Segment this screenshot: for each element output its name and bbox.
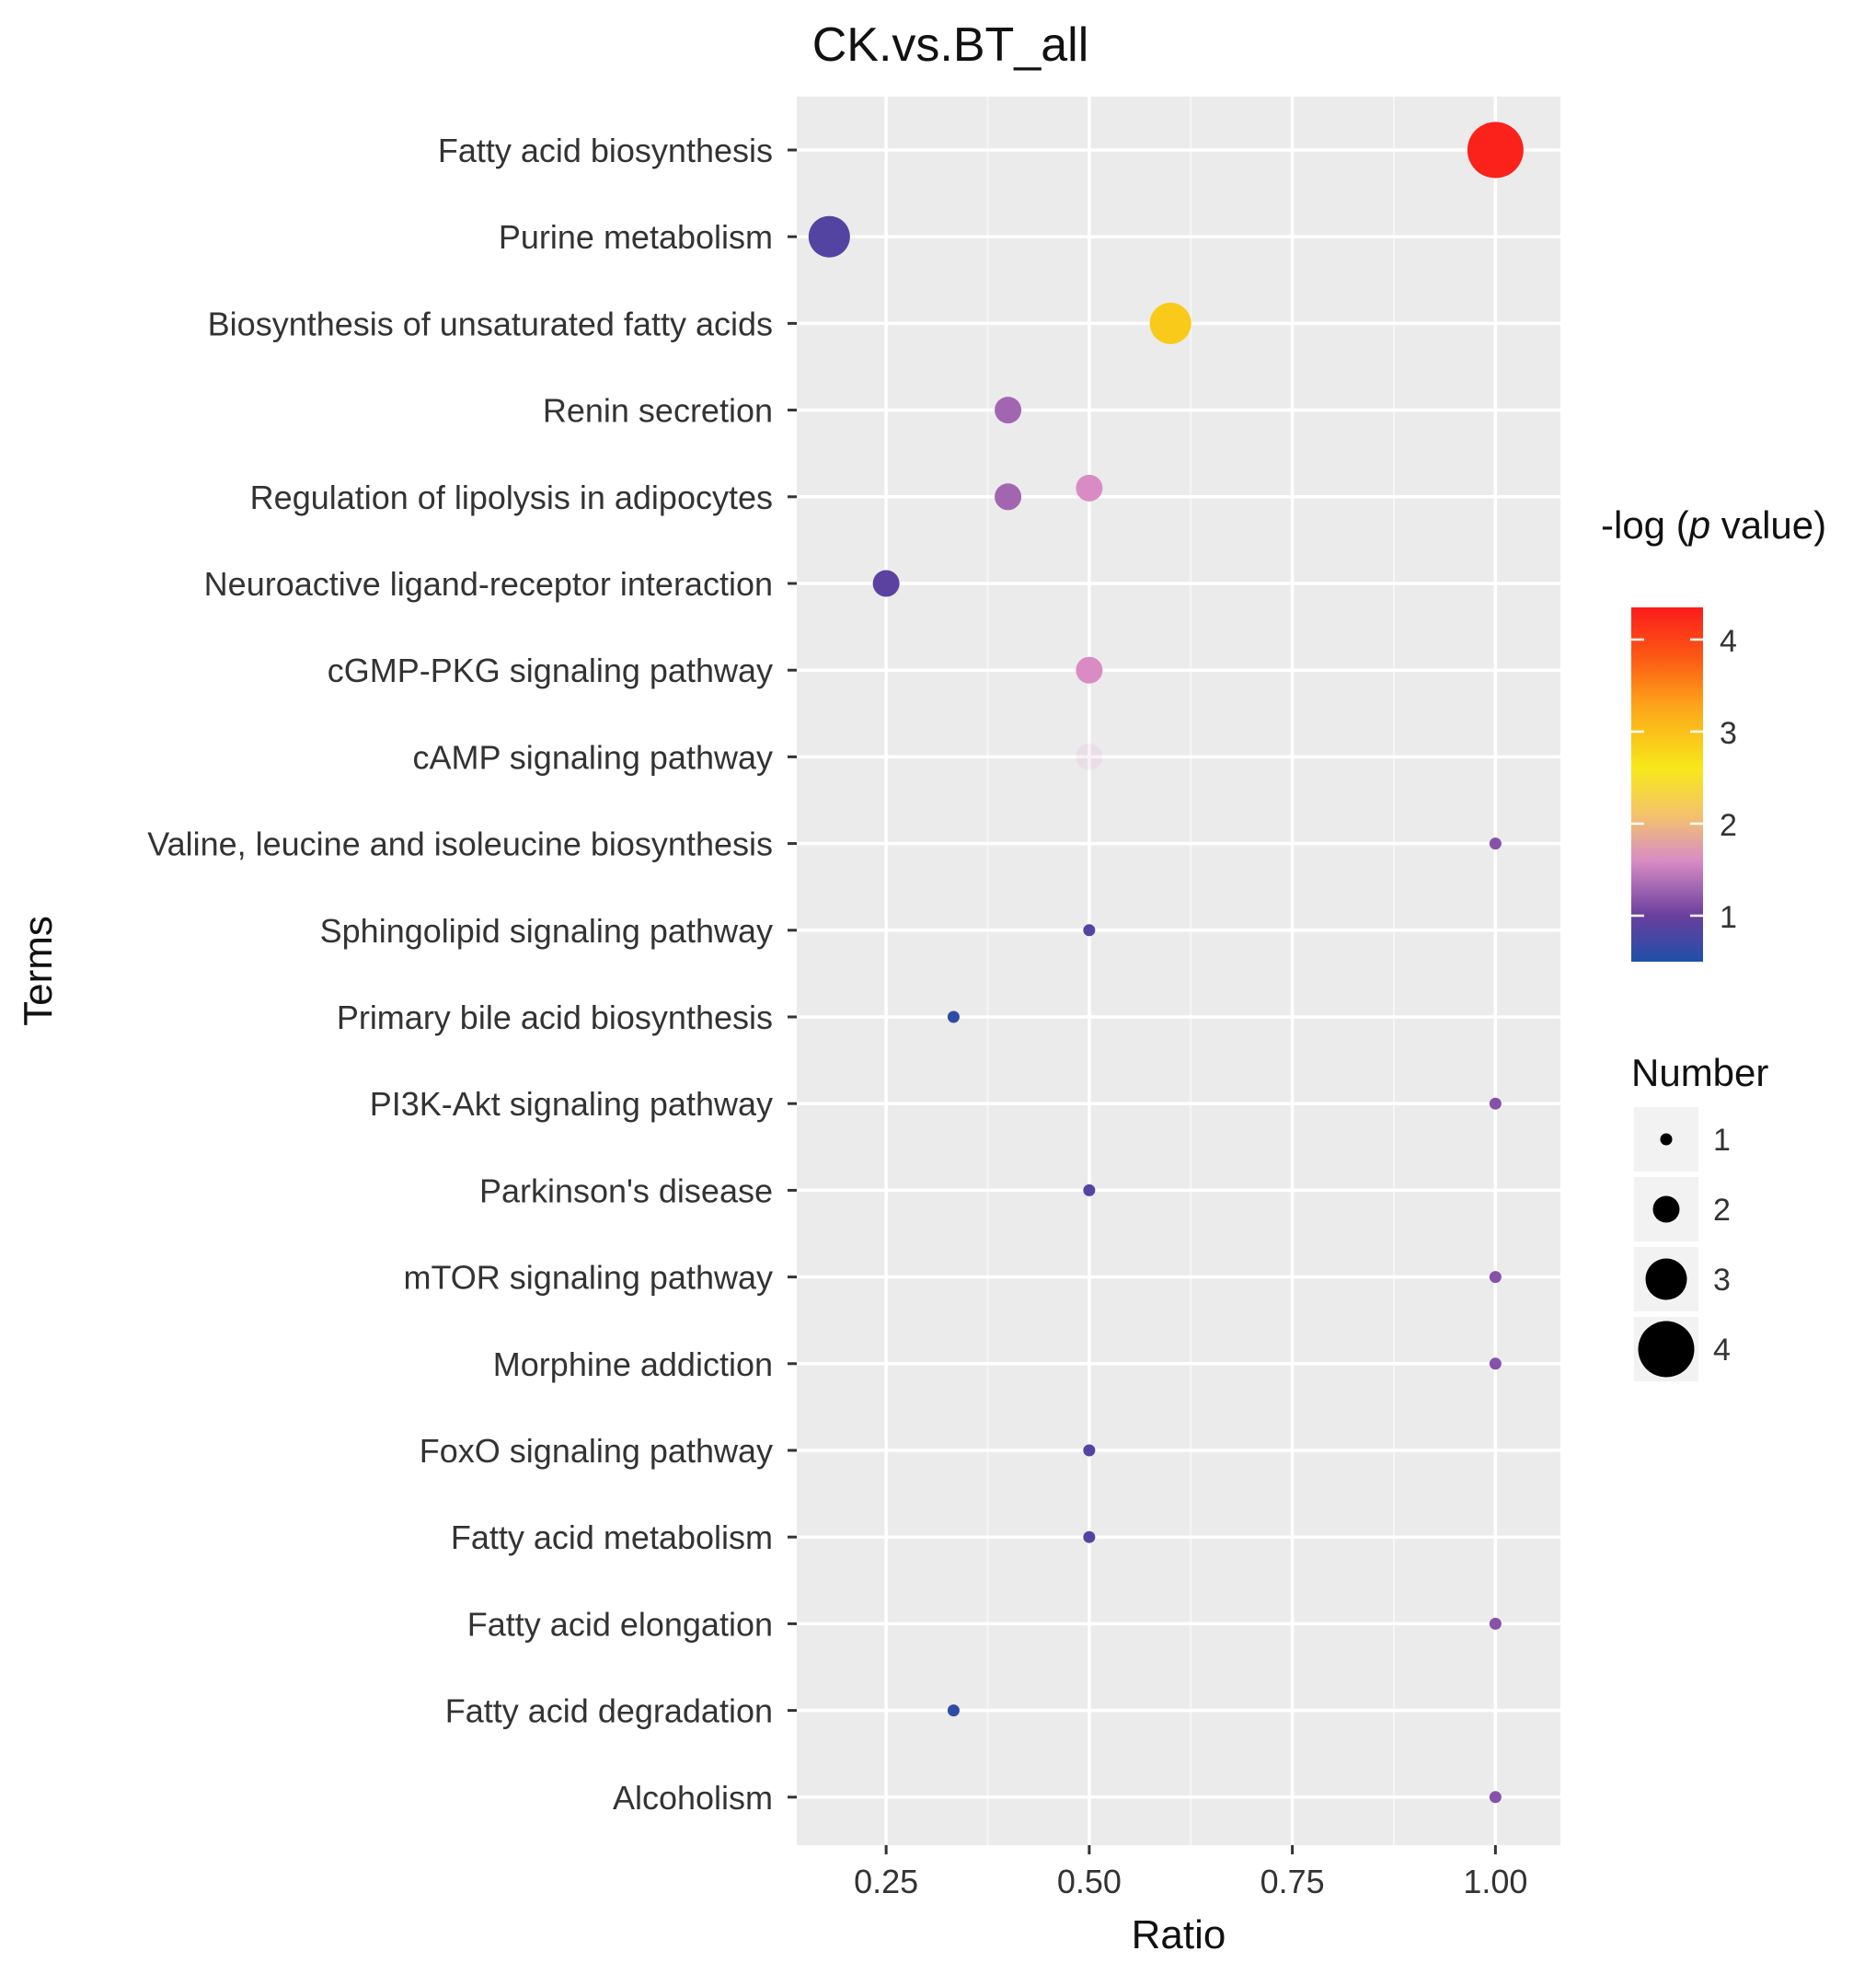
size-legend-title: Number — [1631, 1051, 1768, 1094]
y-tick-label: Renin secretion — [543, 392, 773, 430]
y-tick-label: cAMP signaling pathway — [412, 738, 773, 776]
colorbar-tick-label: 3 — [1720, 716, 1737, 751]
data-point — [1076, 656, 1103, 684]
chart-title: CK.vs.BT_all — [812, 18, 1089, 72]
color-legend-title-prefix: -log ( — [1601, 503, 1689, 547]
y-axis: Fatty acid biosynthesis Purine metabolism… — [147, 132, 797, 1817]
color-legend-title-italic: p — [1687, 503, 1710, 547]
data-point — [1489, 1617, 1502, 1630]
size-legend-dot — [1652, 1195, 1680, 1223]
x-tick-label: 0.25 — [854, 1863, 918, 1900]
data-point — [995, 397, 1022, 424]
y-tick-label: Neuroactive ligand-receptor interaction — [204, 565, 773, 603]
data-point — [1489, 1097, 1502, 1110]
y-tick-label: Fatty acid elongation — [467, 1605, 773, 1643]
size-legend-dot — [1645, 1258, 1687, 1300]
data-point — [1076, 743, 1103, 770]
data-point — [1083, 1444, 1096, 1457]
y-tick-label: Fatty acid metabolism — [451, 1518, 773, 1556]
plot-panel — [797, 97, 1560, 1845]
color-legend-title-suffix: value) — [1710, 503, 1826, 547]
x-axis: 0.25 0.50 0.75 1.00 — [854, 1845, 1527, 1900]
size-legend-label: 3 — [1713, 1263, 1731, 1298]
grid-major — [797, 97, 1560, 1845]
data-points — [808, 121, 1524, 1804]
data-point — [1083, 1530, 1096, 1543]
size-legend-dot — [1660, 1133, 1673, 1146]
colorbar-tick-label: 4 — [1720, 624, 1737, 659]
y-tick-label: Sphingolipid signaling pathway — [320, 912, 773, 950]
y-tick-label: PI3K-Akt signaling pathway — [370, 1085, 773, 1123]
data-point — [947, 1704, 960, 1717]
size-legend-keys: 1 2 3 4 — [1634, 1107, 1731, 1381]
data-point — [1083, 924, 1096, 937]
data-point — [808, 215, 850, 258]
x-tick-label: 0.75 — [1260, 1863, 1325, 1900]
size-legend-label: 1 — [1713, 1123, 1731, 1158]
size-legend-label: 4 — [1713, 1333, 1731, 1368]
data-point — [1076, 474, 1103, 502]
colorbar-ticks: 1 2 3 4 — [1631, 624, 1737, 935]
x-tick-label: 1.00 — [1463, 1863, 1527, 1900]
y-tick-label: Parkinson's disease — [479, 1172, 773, 1209]
x-axis-title: Ratio — [1132, 1912, 1226, 1957]
data-point — [1083, 1183, 1096, 1196]
data-point — [995, 483, 1022, 511]
x-tick-label: 0.50 — [1057, 1863, 1122, 1900]
data-point — [1489, 1271, 1502, 1284]
size-legend-label: 2 — [1713, 1193, 1731, 1228]
y-tick-label: mTOR signaling pathway — [403, 1259, 773, 1297]
y-tick-label: Fatty acid degradation — [445, 1692, 773, 1730]
y-tick-label: Primary bile acid biosynthesis — [337, 999, 773, 1036]
y-tick-label: Regulation of lipolysis in adipocytes — [250, 479, 773, 516]
colorbar-tick-label: 2 — [1720, 808, 1737, 843]
size-legend-dot — [1638, 1321, 1695, 1378]
data-point — [872, 570, 900, 597]
size-legend: Number 1 2 3 4 — [1631, 1051, 1768, 1381]
data-point — [1149, 302, 1191, 344]
y-tick-label: Alcoholism — [613, 1779, 773, 1817]
y-tick-label: Biosynthesis of unsaturated fatty acids — [208, 305, 773, 342]
data-point — [947, 1010, 960, 1023]
y-tick-label: Valine, leucine and isoleucine biosynthe… — [147, 825, 773, 863]
y-tick-label: Fatty acid biosynthesis — [438, 132, 773, 169]
color-legend: -log (p value) 1 2 3 4 — [1601, 503, 1826, 962]
data-point — [1489, 837, 1502, 850]
y-tick-label: FoxO signaling pathway — [420, 1432, 773, 1470]
colorbar-tick-label: 1 — [1720, 900, 1737, 935]
data-point — [1467, 121, 1524, 179]
data-point — [1489, 1791, 1502, 1804]
colorbar — [1631, 607, 1703, 962]
y-tick-label: Purine metabolism — [499, 218, 773, 256]
color-legend-title: -log (p value) — [1601, 503, 1826, 547]
y-tick-label: cGMP-PKG signaling pathway — [328, 652, 773, 689]
grid-minor — [986, 97, 1395, 1845]
y-axis-title: Terms — [16, 916, 61, 1026]
data-point — [1489, 1357, 1502, 1370]
y-tick-label: Morphine addiction — [493, 1345, 773, 1383]
